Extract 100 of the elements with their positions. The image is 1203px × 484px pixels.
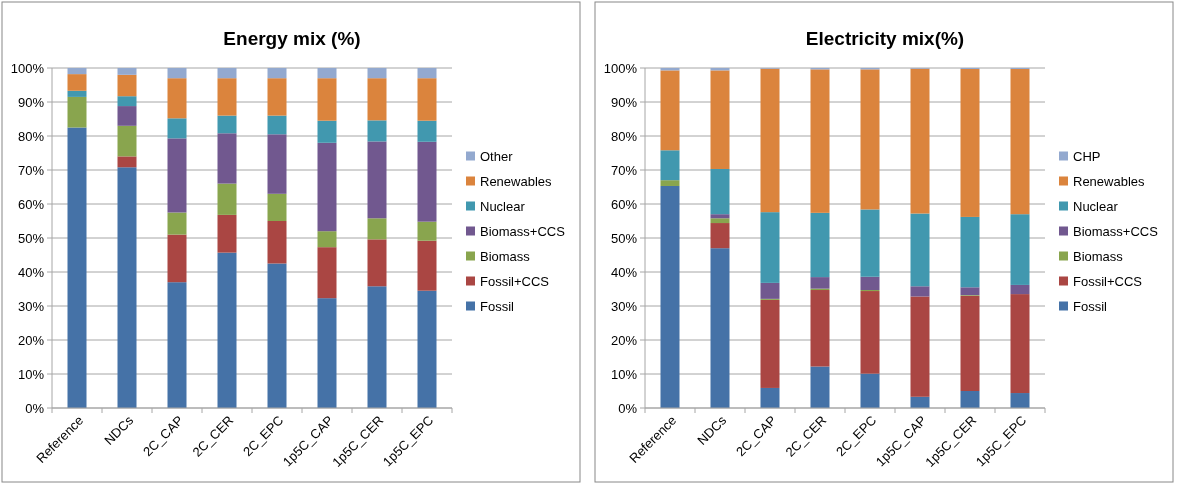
bar	[1010, 294, 1030, 394]
bar	[117, 68, 137, 75]
bar	[167, 68, 187, 79]
y-tick-label: 100%	[603, 60, 638, 76]
bar	[167, 138, 187, 213]
bar	[117, 167, 137, 408]
legend-label: Biomass	[1073, 249, 1124, 265]
bar	[217, 133, 237, 184]
bar	[810, 212, 830, 278]
bar	[660, 185, 680, 408]
bar	[810, 290, 830, 367]
bar	[660, 70, 680, 151]
legend-label: Fossil	[480, 299, 515, 315]
bar	[217, 252, 237, 408]
bar	[417, 120, 437, 142]
bar	[167, 212, 187, 235]
chart-title: Energy mix (%)	[223, 28, 361, 49]
bar	[960, 216, 980, 288]
legend-label: Fossil+CCS	[480, 274, 550, 290]
bar	[960, 287, 980, 296]
bar	[317, 298, 337, 408]
legend-label: Other	[480, 149, 514, 165]
y-tick-label: 90%	[610, 94, 638, 110]
bar	[1010, 393, 1030, 408]
bar	[67, 96, 87, 128]
legend-label: Fossil	[1073, 299, 1108, 315]
bar	[367, 141, 387, 219]
bar	[367, 239, 387, 287]
bar	[760, 212, 780, 283]
legend-label: Biomass+CCS	[480, 224, 566, 240]
bar	[860, 373, 880, 408]
bar	[710, 168, 730, 215]
bar	[367, 218, 387, 240]
y-tick-label: 50%	[17, 230, 45, 246]
bar	[860, 276, 880, 291]
bar	[810, 277, 830, 289]
bar	[710, 214, 730, 219]
bar	[167, 282, 187, 408]
bar	[910, 213, 930, 287]
bar	[760, 299, 780, 388]
bar	[317, 68, 337, 79]
y-tick-label: 30%	[17, 298, 45, 314]
bar	[217, 78, 237, 116]
legend-label: Biomass+CCS	[1073, 224, 1159, 240]
bar	[117, 96, 137, 107]
bar	[1010, 214, 1030, 285]
bar	[267, 263, 287, 408]
bar	[317, 120, 337, 143]
bar	[317, 78, 337, 121]
y-tick-label: 60%	[17, 196, 45, 212]
chart-title: Electricity mix(%)	[805, 28, 965, 49]
legend-label: Renewables	[1073, 174, 1146, 190]
bar	[267, 115, 287, 135]
bar	[267, 78, 287, 116]
bar	[860, 69, 880, 210]
y-tick-label: 70%	[610, 162, 638, 178]
legend-label: Biomass	[480, 249, 531, 265]
y-tick-label: 80%	[17, 128, 45, 144]
y-tick-label: 40%	[17, 264, 45, 280]
bar	[417, 68, 437, 79]
legend-label: Fossil+CCS	[1073, 274, 1143, 290]
bar	[117, 106, 137, 126]
bar	[417, 221, 437, 241]
bar	[417, 141, 437, 222]
y-tick-label: 10%	[17, 366, 45, 382]
bar	[317, 231, 337, 248]
bar	[960, 295, 980, 391]
bar	[417, 240, 437, 291]
bar	[67, 127, 87, 408]
bar	[660, 150, 680, 181]
bar	[267, 221, 287, 264]
bar	[910, 68, 930, 214]
bar	[960, 391, 980, 408]
bar	[960, 69, 980, 217]
legend-label: Nuclear	[1073, 199, 1119, 215]
bar	[710, 218, 730, 224]
bar	[860, 291, 880, 374]
bar	[367, 286, 387, 408]
bar	[117, 156, 137, 168]
y-tick-label: 0%	[618, 400, 638, 416]
bar	[417, 78, 437, 121]
y-tick-label: 90%	[17, 94, 45, 110]
bar	[1010, 284, 1030, 295]
y-tick-label: 60%	[610, 196, 638, 212]
bar	[910, 286, 930, 297]
bar	[367, 68, 387, 79]
bar	[910, 296, 930, 397]
y-tick-label: 80%	[610, 128, 638, 144]
bar	[217, 183, 237, 215]
y-tick-label: 40%	[610, 264, 638, 280]
bar	[67, 68, 87, 75]
bar	[67, 90, 87, 97]
bar	[367, 78, 387, 121]
bar	[760, 68, 780, 213]
bar	[167, 78, 187, 119]
bar	[167, 118, 187, 139]
y-tick-label: 20%	[17, 332, 45, 348]
y-tick-label: 70%	[17, 162, 45, 178]
bar	[810, 69, 830, 213]
bar	[760, 282, 780, 299]
